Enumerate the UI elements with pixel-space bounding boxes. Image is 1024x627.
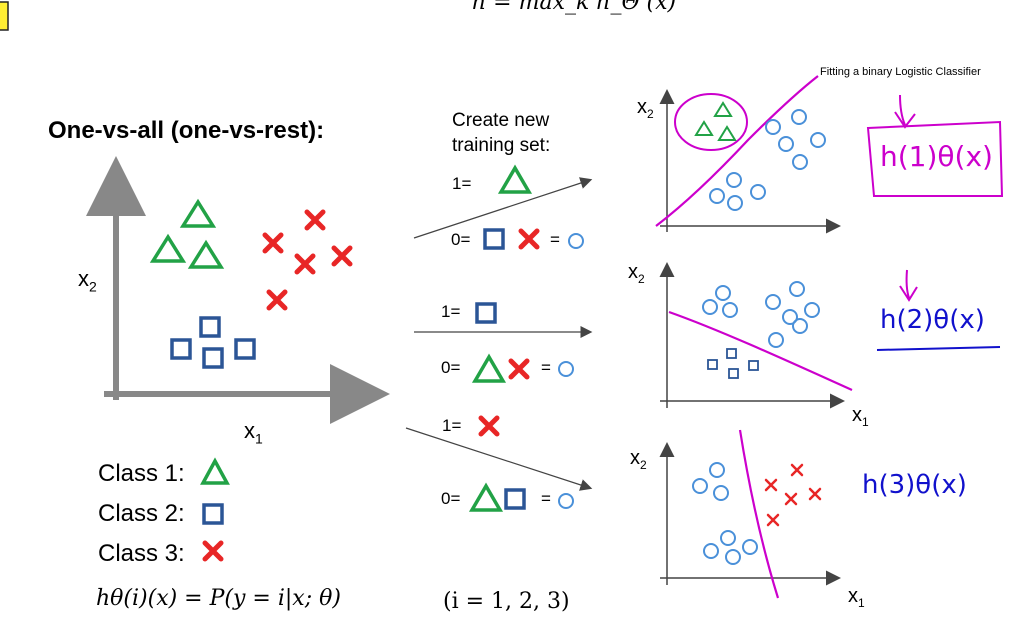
square-icon (475, 302, 497, 324)
top-formula: h = max_k h_Θ (x) (472, 0, 677, 15)
circle-icon (568, 233, 584, 249)
main-x-axis-label: x1 (244, 418, 263, 447)
cross-icon (518, 228, 540, 250)
set2-equals: = (541, 358, 551, 377)
decision-boundary (655, 75, 819, 227)
square-point (170, 338, 192, 360)
square-point (202, 347, 224, 369)
small-plot-1 (655, 75, 841, 234)
decision-boundary (738, 429, 780, 599)
cross-point (266, 289, 288, 311)
cross-point (331, 245, 353, 267)
hand-underline (876, 346, 1001, 351)
legend-class-1: Class 1: (98, 460, 185, 487)
cross-icon (478, 415, 500, 437)
classifier-3-label: h(3)θ(x) (862, 470, 967, 500)
triangle-point (187, 239, 225, 269)
square-icon (504, 488, 526, 510)
triangle-icon (471, 353, 507, 383)
set1-equals: = (550, 230, 560, 249)
classifier-note: Fitting a binary Logistic Classifier (820, 66, 981, 78)
cross-point (294, 253, 316, 275)
plot2-y-label: x2 (628, 261, 645, 286)
circle-icon (558, 493, 574, 509)
square-icon (202, 503, 224, 525)
legend-class-3: Class 3: (98, 540, 185, 567)
plot3-y-label: x2 (630, 447, 647, 472)
class-circle-mark (674, 93, 748, 151)
square-point (234, 338, 256, 360)
transition-arrows (405, 177, 593, 491)
hand-box (866, 120, 1004, 197)
highlight-box (0, 1, 9, 31)
triangle-icon (468, 482, 504, 512)
cross-icon (508, 358, 530, 380)
hand-arrow (894, 94, 916, 129)
hand-arrow (899, 269, 918, 302)
circle-icon (558, 361, 574, 377)
plot3-x-label: x1 (848, 585, 865, 610)
create-line-1: Create new (452, 110, 550, 131)
set2-negative-label: 0= (441, 358, 461, 377)
plot2-x-label: x1 (852, 404, 869, 429)
class3-points (262, 209, 353, 311)
class1-points (149, 198, 225, 269)
triangle-point (149, 233, 187, 263)
cross-icon (202, 540, 224, 562)
main-y-axis-label: x2 (78, 266, 97, 295)
class2-points (170, 316, 256, 369)
index-range: (i = 1, 2, 3) (443, 589, 570, 614)
main-plot-axes (86, 156, 390, 424)
square-point (199, 316, 221, 338)
legend-symbols (200, 457, 230, 562)
triangle-icon (200, 457, 230, 485)
set1-positive-label: 1= (452, 174, 472, 193)
legend-class-2: Class 2: (98, 500, 185, 527)
set2-positive-label: 1= (441, 302, 461, 321)
set1-negative-label: 0= (451, 230, 471, 249)
cross-point (304, 209, 326, 231)
decision-boundary (668, 310, 853, 392)
create-training-set-label: Create new training set: (452, 108, 550, 158)
create-line-2: training set: (452, 135, 551, 156)
hypothesis-formula: hθ(i)(x) = P(y = i|x; θ) (96, 586, 341, 611)
set3-negative-label: 0= (441, 489, 461, 508)
triangle-point (179, 198, 217, 228)
training-set-2-symbols (471, 302, 574, 383)
training-set-1-symbols (483, 164, 584, 250)
set3-equals: = (541, 489, 551, 508)
cross-point (262, 232, 284, 254)
classifier-2-label: h(2)θ(x) (880, 305, 985, 335)
set3-positive-label: 1= (442, 416, 462, 435)
small-plot-3 (659, 429, 841, 599)
triangle-icon (497, 164, 533, 194)
page-title: One-vs-all (one-vs-rest): (48, 117, 325, 144)
training-set-3-symbols (468, 415, 574, 512)
classifier-1-label: h(1)θ(x) (880, 140, 993, 173)
small-plot-2 (659, 262, 853, 409)
plot1-y-label: x2 (637, 96, 654, 121)
square-icon (483, 228, 505, 250)
